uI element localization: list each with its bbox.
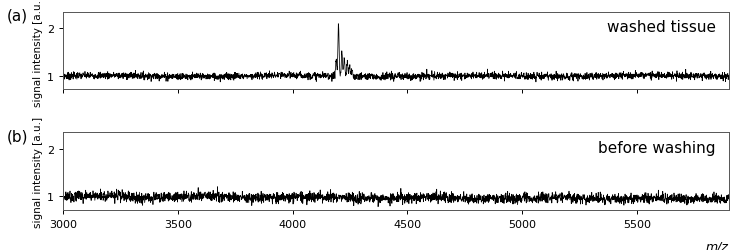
Text: (a): (a) [6, 9, 27, 24]
Text: (b): (b) [6, 129, 28, 144]
Text: before washing: before washing [598, 140, 716, 155]
Text: m/z: m/z [706, 240, 729, 250]
Y-axis label: signal intensity [a.u.]: signal intensity [a.u.] [33, 116, 43, 226]
Y-axis label: signal intensity [a.u.]: signal intensity [a.u.] [33, 0, 43, 106]
Text: washed tissue: washed tissue [607, 20, 716, 35]
